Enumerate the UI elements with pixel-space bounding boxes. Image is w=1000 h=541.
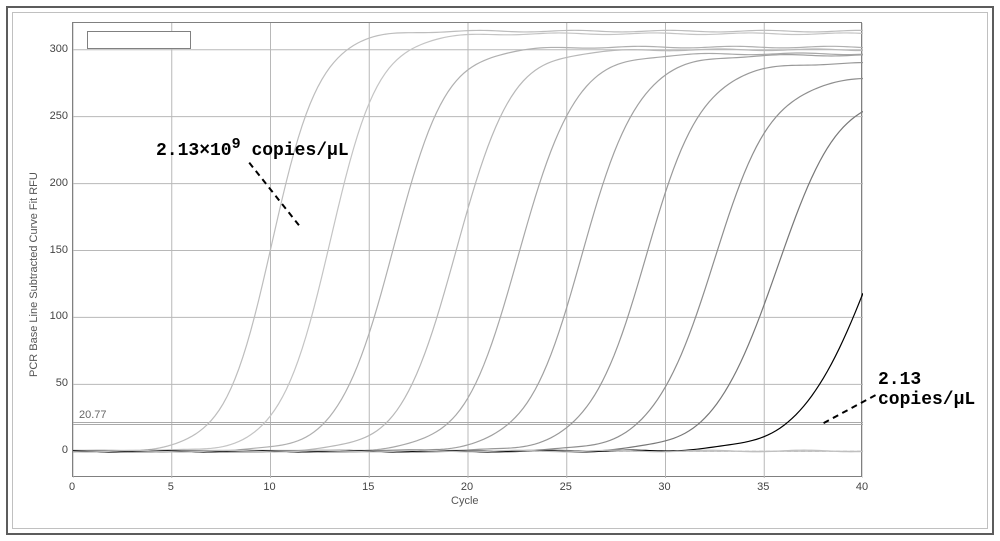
threshold-label: 20.77 <box>79 409 107 421</box>
x-tick: 20 <box>461 481 473 493</box>
plot-area: 20.77 <box>72 22 862 477</box>
x-tick: 35 <box>757 481 769 493</box>
x-tick: 10 <box>263 481 275 493</box>
x-tick: 30 <box>658 481 670 493</box>
y-tick: 100 <box>46 310 68 322</box>
x-tick: 5 <box>168 481 174 493</box>
x-tick: 0 <box>69 481 75 493</box>
y-tick: 250 <box>46 110 68 122</box>
annotation-low-conc: 2.13copies/μL <box>878 370 975 410</box>
y-tick: 0 <box>58 444 68 456</box>
legend-box <box>87 31 191 49</box>
x-axis-label: Cycle <box>451 495 479 507</box>
x-tick: 40 <box>856 481 868 493</box>
y-tick: 300 <box>46 43 68 55</box>
x-tick: 15 <box>362 481 374 493</box>
y-tick: 150 <box>46 244 68 256</box>
y-tick: 50 <box>52 377 68 389</box>
y-axis-label: PCR Base Line Subtracted Curve Fit RFU <box>28 172 40 377</box>
annotation-high-conc: 2.13×109 copies/μL <box>156 136 349 161</box>
x-tick: 25 <box>560 481 572 493</box>
plot-svg <box>73 23 863 478</box>
chart-viewport: 20.77 PCR Base Line Subtracted Curve Fit… <box>0 0 1000 541</box>
y-tick: 200 <box>46 177 68 189</box>
